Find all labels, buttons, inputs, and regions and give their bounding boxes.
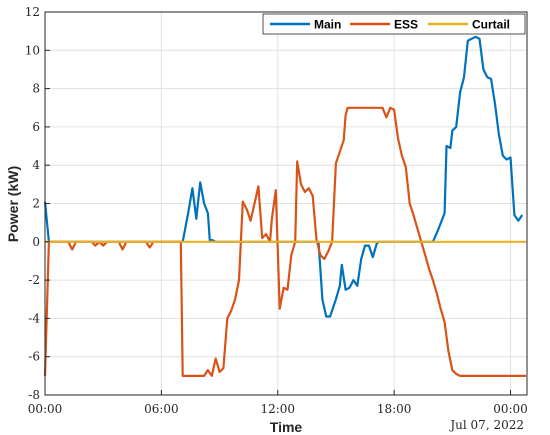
y-tick-label: 12 <box>25 5 40 19</box>
x-tick-label: 06:00 <box>144 402 179 416</box>
y-tick-label: -2 <box>28 273 40 287</box>
y-tick-label: 2 <box>32 197 40 211</box>
date-label: Jul 07, 2022 <box>448 418 524 432</box>
y-tick-label: -4 <box>28 311 40 325</box>
y-tick-label: -8 <box>28 388 40 402</box>
legend-items: Main ESS Curtail <box>270 18 510 32</box>
x-axis-title: Time <box>270 419 303 435</box>
x-tick-label: 18:00 <box>377 402 412 416</box>
y-tick-label: 10 <box>25 43 40 57</box>
legend-label-main: Main <box>314 18 341 32</box>
x-axis-ticks: 00:00 06:00 12:00 18:00 00:00 <box>28 390 528 416</box>
legend-box <box>262 13 526 35</box>
y-tick-label: 4 <box>32 158 40 172</box>
series-lines <box>43 35 526 377</box>
y-tick-label: 8 <box>32 82 40 96</box>
y-tick-label: 6 <box>32 120 40 134</box>
legend-label-curtail: Curtail <box>472 18 510 32</box>
y-tick-label: 0 <box>32 235 40 249</box>
legend-label-ess: ESS <box>394 18 418 32</box>
x-tick-label: 00:00 <box>493 402 528 416</box>
x-tick-label: 12:00 <box>260 402 295 416</box>
y-axis-title: Power (kW) <box>5 166 21 242</box>
y-axis-ticks: -8 -6 -4 -2 0 2 4 6 8 10 12 <box>25 5 50 402</box>
x-tick-label: 00:00 <box>28 402 63 416</box>
series-line-main <box>43 35 524 318</box>
y-tick-label: -6 <box>28 350 40 364</box>
legend: Main ESS Curtail <box>262 13 526 35</box>
